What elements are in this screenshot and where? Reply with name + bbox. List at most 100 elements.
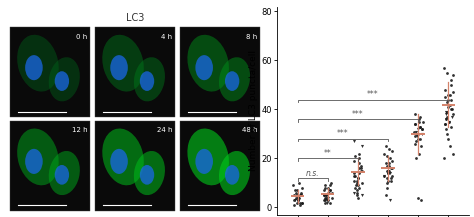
Point	[353, 194, 361, 197]
Point	[441, 122, 449, 126]
Point	[418, 132, 425, 136]
Text: 24 h: 24 h	[157, 127, 173, 133]
Point	[442, 110, 450, 114]
Point	[441, 122, 448, 126]
Point	[350, 191, 358, 194]
Point	[296, 196, 303, 199]
Point	[415, 152, 422, 155]
Point	[350, 140, 358, 143]
Ellipse shape	[219, 151, 250, 195]
Point	[323, 198, 330, 202]
Text: ***: ***	[367, 90, 379, 99]
Point	[447, 78, 455, 82]
Point	[449, 152, 456, 155]
Point	[384, 179, 392, 182]
Point	[292, 198, 299, 202]
Point	[352, 184, 359, 187]
Point	[322, 194, 329, 197]
Point	[292, 196, 300, 199]
Point	[386, 164, 393, 168]
Point	[383, 154, 391, 158]
Point	[355, 162, 363, 165]
Point	[443, 115, 450, 118]
Point	[383, 181, 391, 185]
Point	[320, 189, 328, 192]
Point	[355, 157, 363, 160]
Point	[448, 115, 456, 118]
Point	[411, 142, 419, 145]
Bar	[95, 27, 175, 117]
Point	[294, 196, 302, 199]
Point	[388, 149, 396, 153]
Point	[414, 127, 422, 131]
Point	[321, 201, 328, 204]
Point	[416, 125, 424, 128]
Point	[357, 166, 365, 170]
Point	[415, 120, 422, 123]
Point	[384, 171, 392, 175]
Point	[293, 189, 301, 192]
Ellipse shape	[49, 57, 80, 101]
Point	[444, 137, 452, 141]
Point	[355, 176, 362, 180]
Point	[449, 113, 456, 116]
Point	[413, 132, 421, 136]
Point	[419, 127, 426, 131]
Text: ***: ***	[337, 129, 349, 138]
Point	[328, 191, 336, 194]
Point	[383, 164, 391, 168]
Text: **: **	[324, 149, 332, 158]
Point	[292, 189, 299, 192]
Point	[351, 154, 359, 158]
Point	[321, 196, 328, 199]
Ellipse shape	[17, 35, 59, 92]
Point	[445, 105, 452, 109]
Text: LC3: LC3	[126, 13, 144, 23]
Point	[440, 157, 447, 160]
Point	[417, 137, 424, 141]
Point	[350, 179, 357, 182]
Point	[298, 191, 305, 194]
Point	[418, 198, 425, 202]
Ellipse shape	[55, 71, 69, 91]
Point	[296, 203, 304, 207]
Point	[356, 186, 363, 190]
Point	[383, 194, 390, 197]
Point	[384, 169, 392, 173]
Point	[388, 174, 396, 177]
Point	[321, 184, 329, 187]
Point	[323, 196, 330, 199]
Point	[414, 132, 421, 136]
Point	[323, 194, 330, 197]
Point	[443, 132, 451, 136]
Ellipse shape	[134, 57, 165, 101]
Point	[383, 186, 391, 190]
Point	[410, 130, 418, 133]
Point	[326, 201, 334, 204]
Point	[386, 171, 393, 175]
Point	[446, 145, 454, 148]
Ellipse shape	[25, 149, 43, 174]
Ellipse shape	[102, 35, 144, 92]
Point	[297, 194, 304, 197]
Bar	[95, 121, 175, 211]
Ellipse shape	[140, 71, 154, 91]
Point	[324, 186, 332, 190]
Point	[418, 145, 425, 148]
Point	[447, 93, 454, 97]
Point	[443, 100, 450, 104]
Ellipse shape	[55, 165, 69, 185]
Point	[295, 181, 302, 185]
Point	[384, 171, 392, 175]
Point	[412, 130, 419, 133]
Point	[290, 194, 298, 197]
Point	[387, 166, 395, 170]
Point	[294, 198, 301, 202]
Point	[358, 169, 366, 173]
Point	[445, 120, 453, 123]
Point	[442, 127, 450, 131]
Point	[324, 196, 331, 199]
Text: 48 h: 48 h	[242, 127, 258, 133]
Y-axis label: Number of LC3 puncta/cell: Number of LC3 puncta/cell	[249, 50, 258, 171]
Point	[325, 191, 332, 194]
